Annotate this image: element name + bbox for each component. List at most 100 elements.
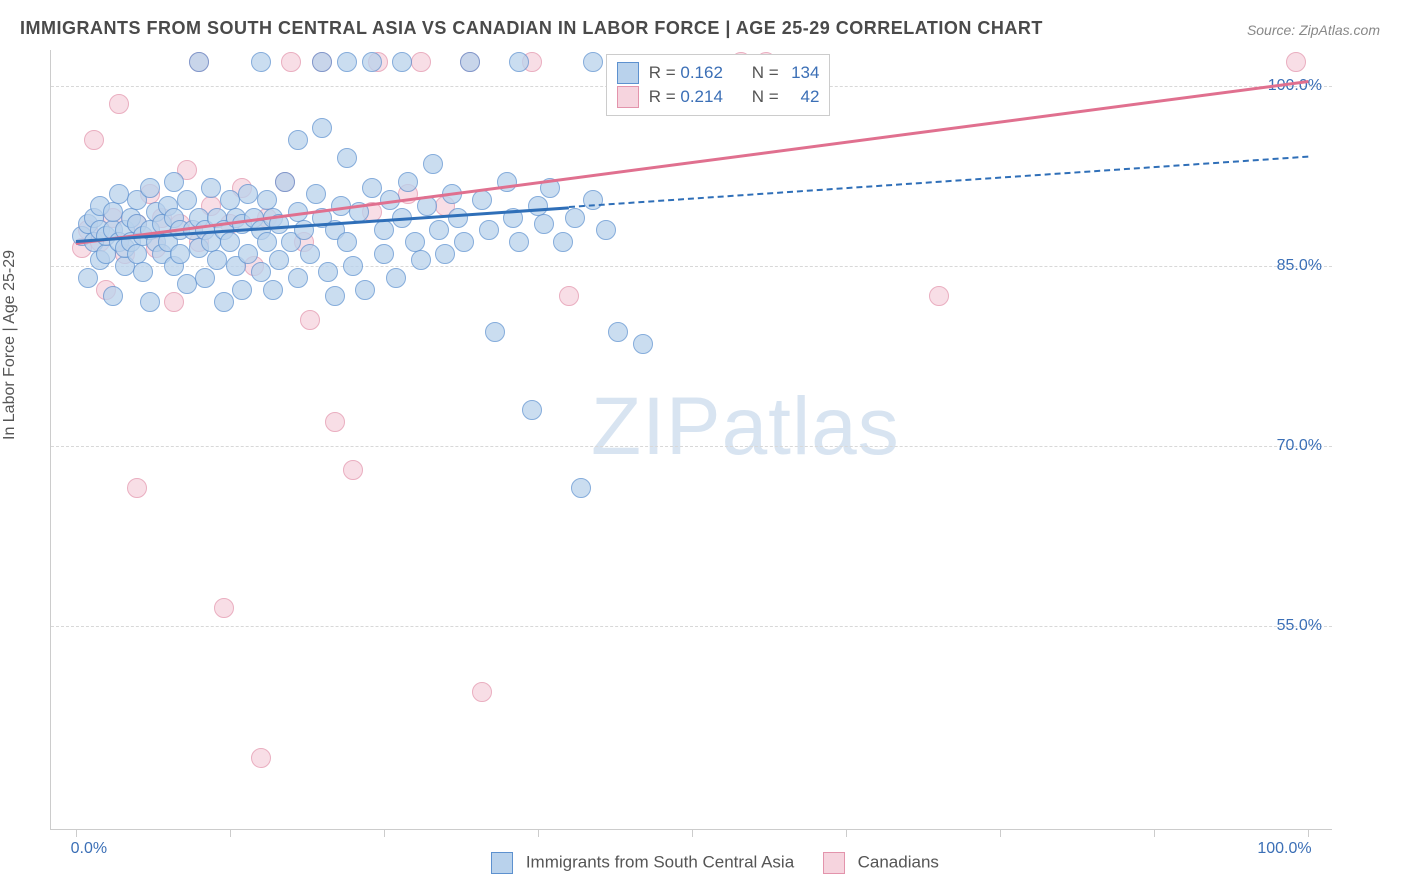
- x-tick-label: 100.0%: [1257, 840, 1311, 858]
- scatter-point-pink: [164, 292, 184, 312]
- scatter-point-blue: [164, 172, 184, 192]
- scatter-point-blue: [528, 196, 548, 216]
- scatter-point-blue: [103, 202, 123, 222]
- scatter-point-blue: [596, 220, 616, 240]
- scatter-point-blue: [460, 52, 480, 72]
- stats-row: R = 0.162 N = 134: [617, 61, 820, 85]
- scatter-point-pink: [559, 286, 579, 306]
- scatter-point-blue: [78, 268, 98, 288]
- scatter-point-blue: [633, 334, 653, 354]
- x-tick: [538, 829, 539, 837]
- scatter-point-blue: [553, 232, 573, 252]
- scatter-point-blue: [405, 232, 425, 252]
- legend-label-pink: Canadians: [858, 852, 939, 871]
- x-tick: [230, 829, 231, 837]
- scatter-point-blue: [429, 220, 449, 240]
- scatter-point-blue: [472, 190, 492, 210]
- scatter-point-blue: [288, 268, 308, 288]
- stats-r-value: 0.214: [680, 87, 742, 107]
- scatter-point-pink: [472, 682, 492, 702]
- y-axis-title: In Labor Force | Age 25-29: [1, 250, 19, 440]
- stats-n-label: N =: [742, 87, 783, 107]
- scatter-point-pink: [127, 478, 147, 498]
- scatter-point-pink: [1286, 52, 1306, 72]
- scatter-point-blue: [133, 262, 153, 282]
- scatter-point-blue: [127, 244, 147, 264]
- scatter-point-blue: [257, 190, 277, 210]
- scatter-point-pink: [84, 130, 104, 150]
- watermark-zip: ZIP: [591, 381, 722, 472]
- scatter-point-blue: [312, 118, 332, 138]
- scatter-point-blue: [103, 286, 123, 306]
- scatter-point-blue: [479, 220, 499, 240]
- stats-r-label: R =: [649, 63, 681, 83]
- legend-bottom: Immigrants from South Central Asia Canad…: [0, 852, 1406, 874]
- scatter-point-blue: [454, 232, 474, 252]
- x-tick: [846, 829, 847, 837]
- x-tick: [1154, 829, 1155, 837]
- scatter-point-blue: [509, 232, 529, 252]
- scatter-point-blue: [485, 322, 505, 342]
- stats-row: R = 0.214 N = 42: [617, 85, 820, 109]
- stats-r-value: 0.162: [680, 63, 742, 83]
- scatter-point-pink: [109, 94, 129, 114]
- scatter-point-blue: [362, 178, 382, 198]
- scatter-point-blue: [195, 268, 215, 288]
- legend-swatch-pink: [823, 852, 845, 874]
- scatter-point-blue: [214, 292, 234, 312]
- x-tick: [692, 829, 693, 837]
- stats-swatch: [617, 86, 639, 108]
- gridline: [51, 626, 1332, 627]
- scatter-point-blue: [109, 184, 129, 204]
- scatter-point-blue: [337, 148, 357, 168]
- scatter-point-blue: [140, 178, 160, 198]
- scatter-point-blue: [448, 208, 468, 228]
- scatter-point-blue: [170, 244, 190, 264]
- scatter-point-blue: [251, 262, 271, 282]
- scatter-point-blue: [325, 286, 345, 306]
- scatter-point-pink: [325, 412, 345, 432]
- scatter-point-blue: [177, 190, 197, 210]
- scatter-point-blue: [220, 190, 240, 210]
- x-tick: [76, 829, 77, 837]
- scatter-point-blue: [201, 178, 221, 198]
- scatter-point-blue: [189, 52, 209, 72]
- scatter-point-blue: [565, 208, 585, 228]
- scatter-point-blue: [275, 172, 295, 192]
- chart-title: IMMIGRANTS FROM SOUTH CENTRAL ASIA VS CA…: [20, 18, 1043, 39]
- scatter-point-blue: [386, 268, 406, 288]
- scatter-point-blue: [300, 244, 320, 264]
- scatter-point-pink: [214, 598, 234, 618]
- scatter-point-blue: [398, 172, 418, 192]
- scatter-point-blue: [312, 52, 332, 72]
- scatter-point-blue: [318, 262, 338, 282]
- y-tick-label: 70.0%: [1277, 437, 1322, 455]
- x-tick: [1308, 829, 1309, 837]
- watermark: ZIPatlas: [591, 380, 900, 474]
- scatter-point-blue: [534, 214, 554, 234]
- scatter-point-blue: [435, 244, 455, 264]
- scatter-point-blue: [232, 280, 252, 300]
- scatter-point-pink: [343, 460, 363, 480]
- scatter-point-blue: [571, 478, 591, 498]
- stats-swatch: [617, 62, 639, 84]
- source-label: Source: ZipAtlas.com: [1247, 22, 1380, 38]
- scatter-point-blue: [177, 274, 197, 294]
- scatter-point-blue: [251, 52, 271, 72]
- stats-n-label: N =: [742, 63, 783, 83]
- scatter-point-pink: [411, 52, 431, 72]
- scatter-point-blue: [355, 280, 375, 300]
- scatter-point-blue: [288, 130, 308, 150]
- stats-legend: R = 0.162 N = 134R = 0.214 N = 42: [606, 54, 831, 116]
- scatter-point-pink: [929, 286, 949, 306]
- scatter-point-blue: [257, 232, 277, 252]
- scatter-point-blue: [140, 292, 160, 312]
- y-tick-label: 85.0%: [1277, 257, 1322, 275]
- scatter-point-blue: [374, 244, 394, 264]
- y-tick-label: 55.0%: [1277, 617, 1322, 635]
- scatter-point-pink: [281, 52, 301, 72]
- scatter-point-blue: [269, 250, 289, 270]
- scatter-point-blue: [392, 52, 412, 72]
- scatter-point-blue: [583, 52, 603, 72]
- legend-swatch-blue: [491, 852, 513, 874]
